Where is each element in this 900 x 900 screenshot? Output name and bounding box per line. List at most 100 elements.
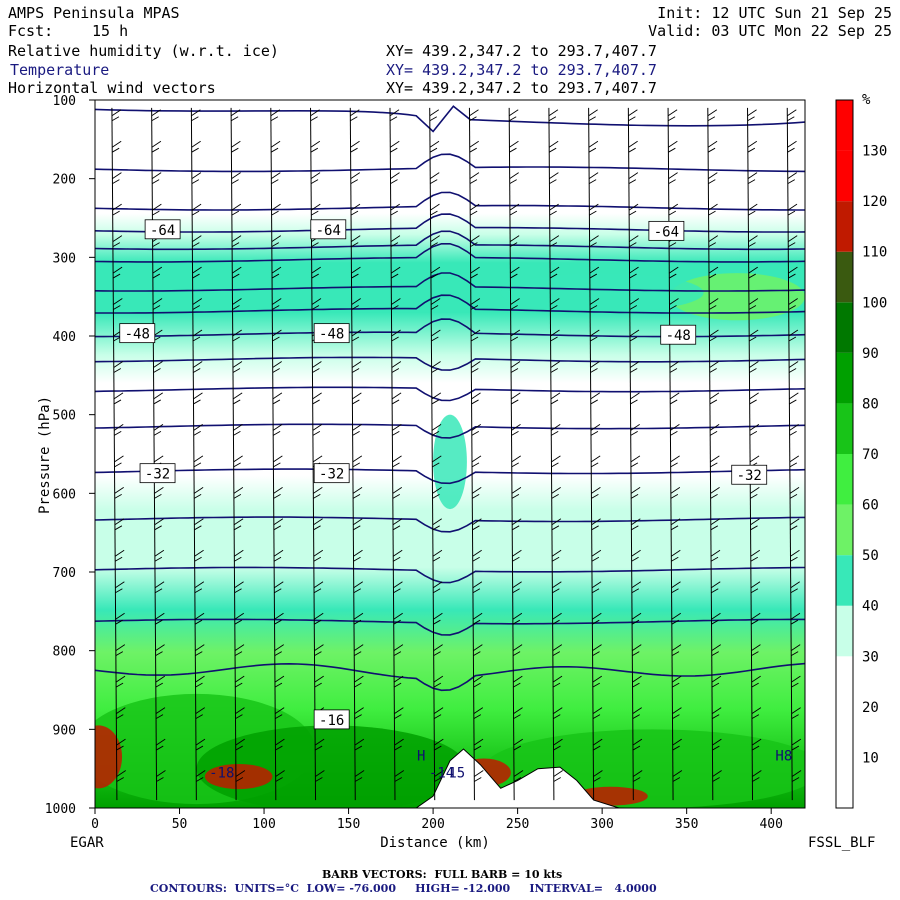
barb-flag: [749, 399, 757, 405]
barb-flag: [709, 336, 717, 342]
barb-flag: [154, 556, 163, 562]
barb-flag: [311, 203, 321, 211]
barb-flag: [192, 361, 203, 368]
barb-flag: [353, 556, 361, 562]
barb-flag: [153, 431, 162, 436]
barb-flag: [589, 210, 597, 216]
barb-flag: [509, 140, 519, 148]
barb-flag: [393, 619, 401, 625]
barb-flag: [232, 336, 240, 342]
barb-flag: [549, 273, 558, 279]
barb-flag: [708, 172, 718, 180]
contour-label-box: [139, 463, 176, 484]
barb-flag: [115, 619, 123, 625]
barb-flag: [310, 172, 321, 180]
contour-label-8: -32: [737, 468, 762, 484]
barb-flag: [272, 392, 283, 400]
barb-flag: [350, 203, 361, 211]
barb-flag: [193, 392, 203, 400]
barb-flag: [393, 581, 403, 589]
barb-flag: [511, 486, 522, 494]
barb-flag: [155, 651, 163, 657]
barb-flag: [512, 556, 520, 562]
barb-flag: [312, 431, 321, 436]
axes: 100 200 300 400 500 600 700 800 900 1000 0 50 100 150…: [45, 94, 783, 832]
colorbar-label-110: 110: [862, 245, 887, 261]
barb-flag: [392, 455, 402, 463]
barb-flag: [274, 682, 283, 688]
barb-flag: [553, 738, 563, 746]
barb-flag: [668, 203, 679, 211]
barb-flag: [632, 777, 641, 782]
barb-flag: [390, 179, 398, 185]
barb-flag: [632, 770, 643, 777]
barb-flag: [194, 549, 204, 557]
barb-flag: [391, 336, 399, 342]
y-tick-label-500: 500: [53, 409, 76, 424]
barb-flag: [430, 179, 438, 185]
barb-flag: [592, 738, 603, 746]
barb-flag: [235, 714, 243, 719]
barb-flag: [751, 738, 762, 746]
barb-flag: [512, 651, 521, 657]
barb-flag: [548, 109, 559, 117]
barb-flag: [747, 116, 755, 122]
barb-flag: [671, 588, 679, 594]
barb-flag: [231, 235, 242, 242]
barb-flag: [151, 147, 160, 153]
barb-flag: [469, 109, 479, 117]
barb-flag: [393, 651, 402, 657]
barb-flag: [631, 619, 640, 625]
barb-flag: [709, 368, 717, 373]
barb-flag: [708, 179, 716, 185]
barb-staff: [786, 107, 793, 801]
barb-flag: [553, 714, 561, 719]
barb-flag: [791, 745, 800, 751]
barb-flag: [235, 770, 246, 777]
barb-flag: [749, 431, 758, 436]
barb-flag: [431, 368, 439, 373]
barb-flag: [233, 518, 244, 526]
barb-flag: [194, 518, 204, 526]
barb-flag: [274, 644, 284, 652]
barb-flag: [230, 109, 241, 117]
barb-flag: [273, 462, 281, 468]
barb-flag: [588, 116, 596, 122]
plot-frame: [94, 99, 806, 809]
barb-flag: [789, 455, 800, 463]
barb-flag: [711, 581, 721, 589]
barb-flag: [311, 273, 319, 279]
colorbar-segment: [836, 555, 853, 606]
barb-flag: [788, 305, 796, 310]
barb-flag: [630, 455, 641, 463]
barb-flag: [469, 140, 479, 148]
barb-flag: [195, 770, 206, 777]
terrain-mask: [95, 749, 805, 808]
barb-flag: [156, 777, 164, 782]
barb-flag: [592, 644, 602, 652]
barb-flag: [351, 298, 361, 305]
barb-flag: [192, 235, 202, 242]
barb-flag: [271, 210, 279, 216]
x-axis-start-label: EGAR: [70, 835, 104, 851]
barb-flag: [631, 612, 642, 620]
barb-flag: [787, 242, 796, 247]
barb-flag: [632, 707, 642, 714]
barb-flag: [790, 525, 798, 531]
barb-flag: [353, 612, 364, 620]
contour-label-box: [119, 323, 156, 344]
barb-flag: [235, 707, 245, 714]
barb-flag: [392, 462, 400, 468]
barb-flag: [192, 336, 201, 342]
barb-flag: [510, 361, 521, 368]
barb-flag: [313, 549, 324, 557]
barb-flag: [750, 486, 760, 494]
barb-flag: [351, 329, 362, 337]
barb-flag: [632, 714, 640, 719]
barb-flag: [313, 493, 321, 499]
barb-flag: [310, 109, 320, 117]
barb-flag: [273, 518, 284, 526]
isotherm--20: [95, 618, 805, 636]
barb-flag: [194, 588, 203, 594]
y-tick-label-100: 100: [53, 94, 76, 109]
